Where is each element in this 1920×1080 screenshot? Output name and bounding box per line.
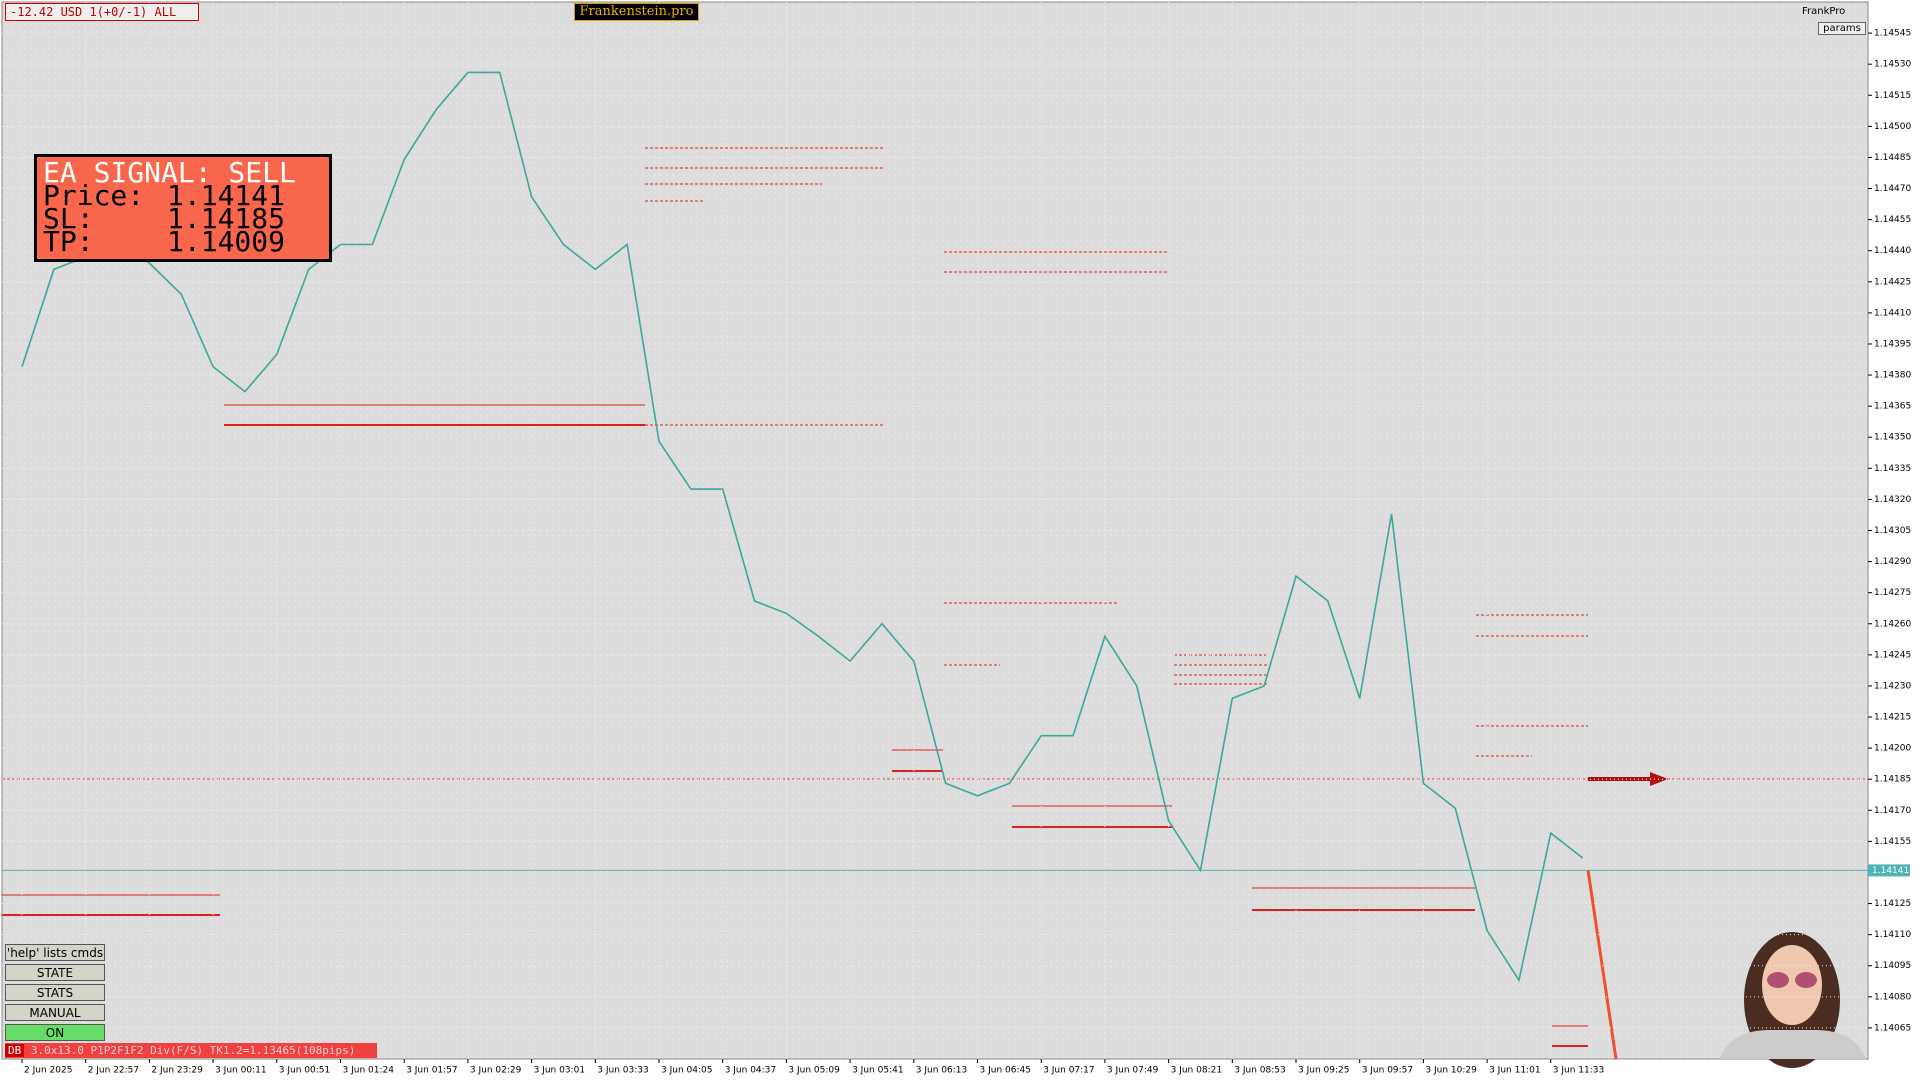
y-tick-label: 1.14305	[1874, 526, 1911, 536]
y-tick-label: 1.14065	[1874, 1023, 1911, 1033]
x-tick-label: 3 Jun 07:17	[1043, 1066, 1094, 1076]
state-button[interactable]: STATE	[5, 964, 105, 981]
params-button[interactable]: params	[1818, 22, 1866, 35]
manual-button[interactable]: MANUAL	[5, 1004, 105, 1021]
x-tick-label: 3 Jun 05:41	[852, 1066, 903, 1076]
y-tick-label: 1.14530	[1874, 60, 1911, 70]
y-tick-label: 1.14200	[1874, 744, 1911, 754]
user-label: FrankPro	[1802, 6, 1846, 17]
x-tick-label: 3 Jun 11:01	[1489, 1066, 1540, 1076]
y-tick-label: 1.14245	[1874, 650, 1911, 660]
x-tick-label: 2 Jun 23:29	[151, 1066, 203, 1076]
y-tick-label: 1.14515	[1874, 91, 1911, 101]
x-tick-label: 3 Jun 03:33	[597, 1066, 648, 1076]
y-tick-label: 1.14260	[1874, 619, 1911, 629]
x-tick-label: 3 Jun 02:29	[470, 1066, 522, 1076]
y-tick-label: 1.14425	[1874, 277, 1911, 287]
y-tick-label: 1.14470	[1874, 184, 1911, 194]
y-tick-label: 1.14080	[1874, 992, 1911, 1002]
x-tick-label: 3 Jun 11:33	[1553, 1066, 1604, 1076]
signal-label: TP:	[43, 225, 94, 258]
signal-row: SL: 1.14185	[43, 202, 323, 235]
brand-label: Frankenstein.pro	[574, 3, 699, 21]
signal-row: Price: 1.14141	[43, 179, 323, 212]
signal-label: Price:	[43, 179, 145, 212]
x-tick-label: 3 Jun 05:09	[788, 1066, 840, 1076]
y-tick-label: 1.14290	[1874, 557, 1911, 567]
x-tick-label: 3 Jun 10:29	[1425, 1066, 1477, 1076]
stats-button[interactable]: STATS	[5, 984, 105, 1001]
x-tick-label: 3 Jun 08:21	[1171, 1066, 1222, 1076]
signal-title: EA SIGNAL: SELL	[43, 156, 296, 189]
signal-row: TP: 1.14009	[43, 225, 323, 258]
x-tick-label: 3 Jun 04:37	[725, 1066, 776, 1076]
x-tick-label: 3 Jun 08:53	[1234, 1066, 1285, 1076]
x-tick-label: 3 Jun 03:01	[534, 1066, 585, 1076]
y-tick-label: 1.14110	[1874, 930, 1911, 940]
signal-panel: EA SIGNAL: SELL Price: 1.14141 SL: 1.14185…	[34, 154, 332, 262]
price-line	[21, 71, 1584, 983]
x-tick-label: 3 Jun 06:13	[916, 1066, 967, 1076]
y-tick-label: 1.14410	[1874, 308, 1911, 318]
x-tick-label: 3 Jun 01:24	[343, 1066, 395, 1076]
on-button[interactable]: ON	[5, 1024, 105, 1041]
y-tick-label: 1.14440	[1874, 246, 1911, 256]
y-tick-label: 1.14185	[1874, 775, 1911, 785]
x-tick-label: 3 Jun 06:45	[980, 1066, 1031, 1076]
y-tick-label: 1.14395	[1874, 339, 1911, 349]
x-tick-label: 3 Jun 09:25	[1298, 1066, 1349, 1076]
y-tick-label: 1.14320	[1874, 495, 1911, 505]
status-bar: DB 3.0x13.0 P1P2F1F2 Div(F/S) TK1.2=1.13…	[5, 1043, 377, 1058]
status-tag: DB	[5, 1044, 25, 1057]
account-status: -12.42 USD 1(+0/-1) ALL	[5, 3, 199, 21]
y-tick-label: 1.14170	[1874, 806, 1911, 816]
help-hint: 'help' lists cmds	[5, 944, 105, 961]
y-tick-label: 1.14125	[1874, 899, 1911, 909]
x-tick-label: 3 Jun 00:11	[215, 1066, 266, 1076]
y-tick-label: 1.14545	[1874, 29, 1911, 39]
y-tick-label: 1.14365	[1874, 402, 1911, 412]
signal-value: 1.14141	[167, 179, 286, 212]
y-tick-label: 1.14335	[1874, 464, 1911, 474]
level-lines	[2, 147, 1868, 1047]
y-tick-label: 1.14155	[1874, 837, 1911, 847]
y-tick-label: 1.14350	[1874, 433, 1911, 443]
x-tick-label: 3 Jun 07:49	[1107, 1066, 1159, 1076]
x-tick-label: 3 Jun 09:57	[1362, 1066, 1413, 1076]
y-tick-label: 1.14230	[1874, 681, 1911, 691]
y-tick-label: 1.14455	[1874, 215, 1911, 225]
signal-label: SL:	[43, 202, 94, 235]
x-tick-label: 2 Jun 22:57	[88, 1066, 139, 1076]
x-tick-label: 3 Jun 00:51	[279, 1066, 330, 1076]
current-price-label: 1.14141	[1872, 866, 1909, 876]
signal-value: 1.14009	[167, 225, 286, 258]
x-tick-label: 2 Jun 2025	[24, 1066, 72, 1076]
y-tick-label: 1.14215	[1874, 713, 1911, 723]
signal-value: 1.14185	[167, 202, 286, 235]
control-panel: 'help' lists cmds STATE STATS MANUAL ON	[5, 944, 105, 1044]
y-tick-label: 1.14095	[1874, 961, 1911, 971]
y-tick-label: 1.14380	[1874, 371, 1911, 381]
avatar	[1720, 932, 1866, 1068]
status-text: 3.0x13.0 P1P2F1F2 Div(F/S) TK1.2=1.13465…	[30, 1044, 356, 1057]
y-tick-label: 1.14275	[1874, 588, 1911, 598]
x-tick-label: 3 Jun 01:57	[406, 1066, 457, 1076]
current-price-tag	[1868, 864, 1910, 877]
y-tick-label: 1.14485	[1874, 153, 1911, 163]
x-tick-label: 3 Jun 04:05	[661, 1066, 712, 1076]
y-tick-label: 1.14500	[1874, 122, 1911, 132]
